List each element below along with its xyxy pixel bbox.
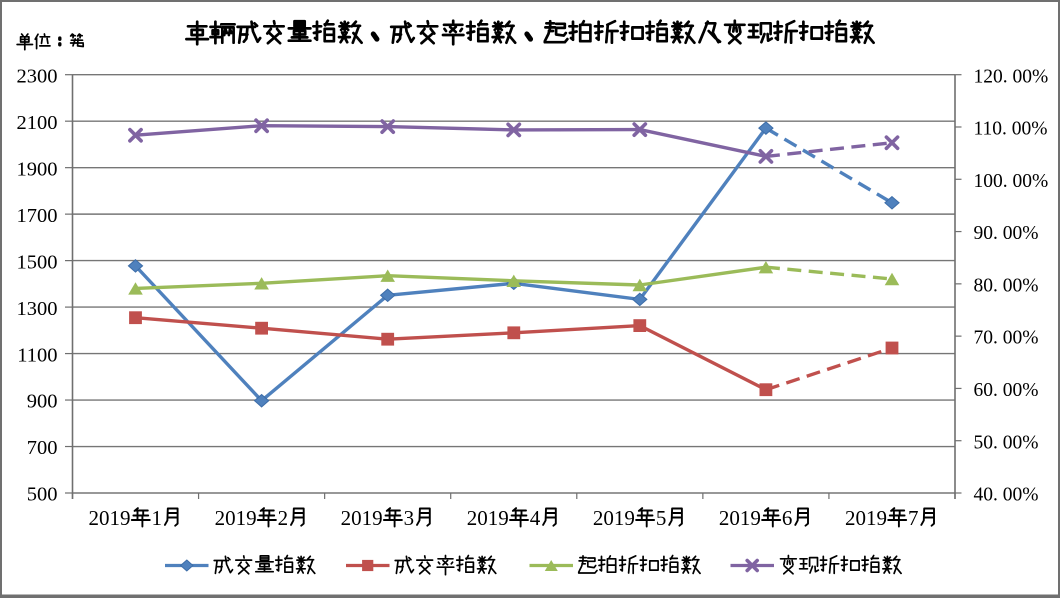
svg-text:700: 700: [27, 437, 58, 459]
svg-text:2019: 2019: [593, 506, 635, 530]
svg-text:2019: 2019: [719, 506, 761, 530]
svg-text:40. 00%: 40. 00%: [974, 485, 1039, 506]
svg-text:70. 00%: 70. 00%: [974, 328, 1039, 349]
svg-text:2019: 2019: [467, 506, 509, 530]
svg-text:500: 500: [27, 484, 58, 506]
svg-text:1: 1: [152, 506, 163, 530]
svg-text:120. 00%: 120. 00%: [974, 66, 1049, 87]
svg-text:1700: 1700: [17, 205, 58, 227]
svg-text:60. 00%: 60. 00%: [974, 380, 1039, 401]
svg-text:5: 5: [656, 506, 667, 530]
svg-text:1900: 1900: [17, 158, 58, 180]
svg-text:50. 00%: 50. 00%: [974, 432, 1039, 453]
svg-text:90. 00%: 90. 00%: [974, 223, 1039, 244]
svg-text:2019: 2019: [341, 506, 383, 530]
svg-text:1100: 1100: [17, 344, 57, 366]
svg-text:2100: 2100: [17, 112, 58, 134]
svg-text:2300: 2300: [17, 65, 58, 87]
svg-text:2019: 2019: [89, 506, 131, 530]
svg-text:2019: 2019: [845, 506, 887, 530]
svg-text:1300: 1300: [17, 298, 58, 320]
svg-text:100. 00%: 100. 00%: [974, 171, 1049, 192]
svg-text:110. 00%: 110. 00%: [974, 119, 1048, 140]
svg-text:4: 4: [530, 506, 541, 530]
svg-text:1500: 1500: [17, 251, 58, 273]
svg-text:2: 2: [278, 506, 289, 530]
svg-text:80. 00%: 80. 00%: [974, 275, 1039, 296]
svg-text:7: 7: [908, 506, 919, 530]
svg-text:2019: 2019: [215, 506, 257, 530]
svg-text:900: 900: [27, 391, 58, 413]
svg-text:3: 3: [404, 506, 415, 530]
svg-text:6: 6: [782, 506, 793, 530]
